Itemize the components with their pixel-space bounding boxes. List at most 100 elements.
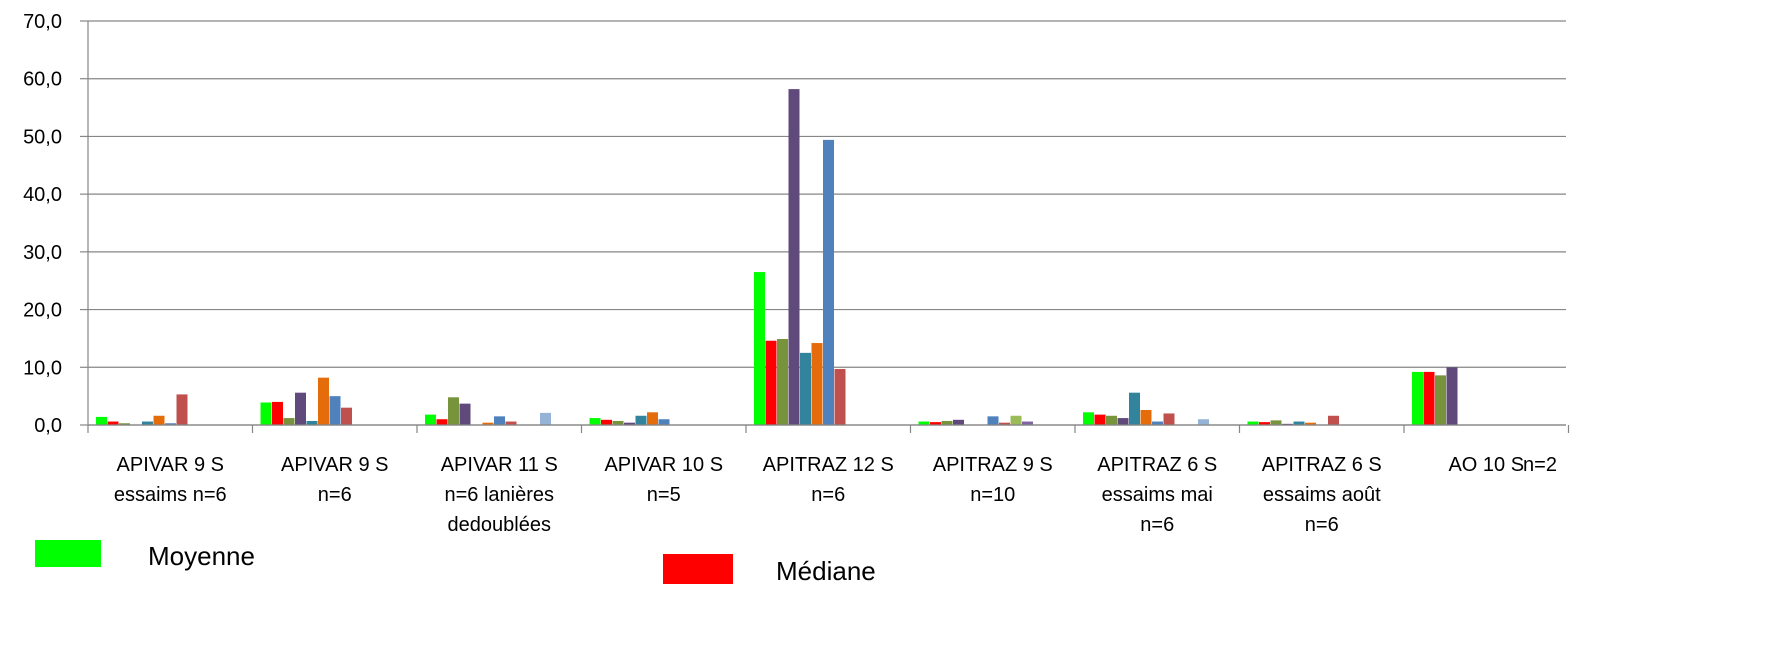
x-tick-label: APITRAZ 9 S	[933, 454, 1053, 476]
y-tick-label: 50,0	[23, 126, 62, 148]
y-tick-label: 30,0	[23, 242, 62, 264]
bar	[96, 416, 107, 425]
bar	[601, 419, 612, 425]
y-tick-label: 70,0	[23, 11, 62, 33]
x-tick-label: n=6	[1305, 514, 1339, 536]
x-tick-label: n=6	[1140, 514, 1174, 536]
bar	[153, 415, 165, 425]
bar	[941, 420, 953, 425]
bar	[930, 422, 941, 425]
bar	[260, 402, 272, 425]
legend-label-mediane: Médiane	[776, 556, 876, 586]
bar	[436, 419, 448, 425]
bar	[754, 272, 765, 425]
bar	[823, 139, 834, 426]
x-tick-label: n=6	[318, 484, 352, 506]
bar	[1010, 415, 1022, 425]
legend-swatch-moyenne	[35, 540, 101, 567]
bar	[107, 421, 119, 425]
x-tick-label: APIVAR 10 S	[604, 454, 723, 476]
bar	[1259, 422, 1270, 425]
bar	[1152, 421, 1163, 425]
bar	[1247, 421, 1259, 425]
y-axis: 0,0 10,0 20,0 30,0 40,0 50,0 60,0 70,0	[23, 11, 89, 437]
bar	[1129, 392, 1140, 425]
bar	[1094, 414, 1106, 425]
y-tick-label: 0,0	[34, 415, 62, 437]
x-axis: APIVAR 9 S essaims n=6 APIVAR 9 S n=6 APIVAR…	[87, 424, 1570, 536]
bar	[918, 421, 930, 425]
bar	[788, 89, 800, 426]
bar	[800, 352, 811, 425]
x-tick-label: dedoublées	[448, 514, 551, 536]
x-tick-label: essaims mai	[1102, 484, 1213, 506]
bar	[165, 423, 176, 425]
x-tick-label: AO 10 S	[1448, 454, 1524, 476]
x-tick-label: n=5	[647, 484, 681, 506]
bar	[329, 396, 341, 425]
bar	[1328, 415, 1339, 425]
bar	[777, 339, 788, 425]
bar	[1083, 412, 1094, 425]
x-tick-label: APITRAZ 6 S	[1262, 454, 1382, 476]
bar	[612, 420, 624, 425]
x-tick-label: n=6	[811, 484, 845, 506]
bar	[765, 340, 777, 425]
x-tick-label: APIVAR 11 S	[441, 454, 558, 476]
x-tick-label-extra: n=2	[1523, 454, 1557, 476]
bar	[1412, 371, 1423, 425]
bar	[811, 343, 823, 425]
bar	[494, 416, 505, 425]
x-tick-label: APITRAZ 12 S	[763, 454, 894, 476]
legend-swatch-mediane	[663, 554, 733, 584]
bar	[1446, 367, 1458, 425]
bar	[953, 419, 964, 425]
bar	[1106, 415, 1117, 425]
bar	[142, 421, 153, 425]
bar	[624, 422, 635, 425]
x-tick-label: APITRAZ 6 S	[1097, 454, 1217, 476]
bar	[306, 420, 318, 425]
bar	[1305, 422, 1316, 425]
bar	[283, 418, 295, 425]
bar	[1423, 371, 1435, 425]
bar	[119, 423, 130, 425]
bar	[448, 397, 459, 425]
bar	[647, 412, 658, 425]
bar	[1198, 419, 1209, 425]
x-tick-label: APIVAR 9 S	[117, 454, 224, 476]
x-tick-label: n=6 lanières	[444, 484, 554, 506]
bar	[459, 403, 471, 425]
bar	[1022, 421, 1033, 425]
x-tick-label: essaims n=6	[114, 484, 227, 506]
bar	[658, 419, 670, 425]
bars	[96, 89, 1458, 426]
bar	[272, 401, 283, 425]
legend-label-moyenne: Moyenne	[148, 541, 255, 571]
bar	[482, 422, 494, 425]
bar	[1293, 421, 1305, 425]
y-tick-label: 10,0	[23, 357, 62, 379]
legend: Moyenne Médiane	[35, 540, 876, 586]
bar	[176, 394, 188, 425]
bar	[834, 369, 846, 425]
y-tick-label: 20,0	[23, 300, 62, 322]
x-tick-label: essaims août	[1263, 484, 1381, 506]
bar	[1140, 409, 1152, 425]
bar	[1163, 413, 1175, 425]
bar	[635, 415, 647, 425]
bar	[1117, 418, 1129, 425]
bar	[505, 421, 517, 425]
y-tick-label: 40,0	[23, 184, 62, 206]
y-tick-label: 60,0	[23, 69, 62, 91]
bar	[295, 392, 306, 425]
bar	[318, 377, 329, 425]
bar	[589, 418, 601, 425]
bar	[987, 416, 999, 425]
bar	[341, 407, 352, 425]
x-tick-label: n=10	[970, 484, 1015, 506]
bar	[999, 422, 1010, 425]
bar	[1270, 420, 1282, 425]
x-tick-label: APIVAR 9 S	[281, 454, 388, 476]
